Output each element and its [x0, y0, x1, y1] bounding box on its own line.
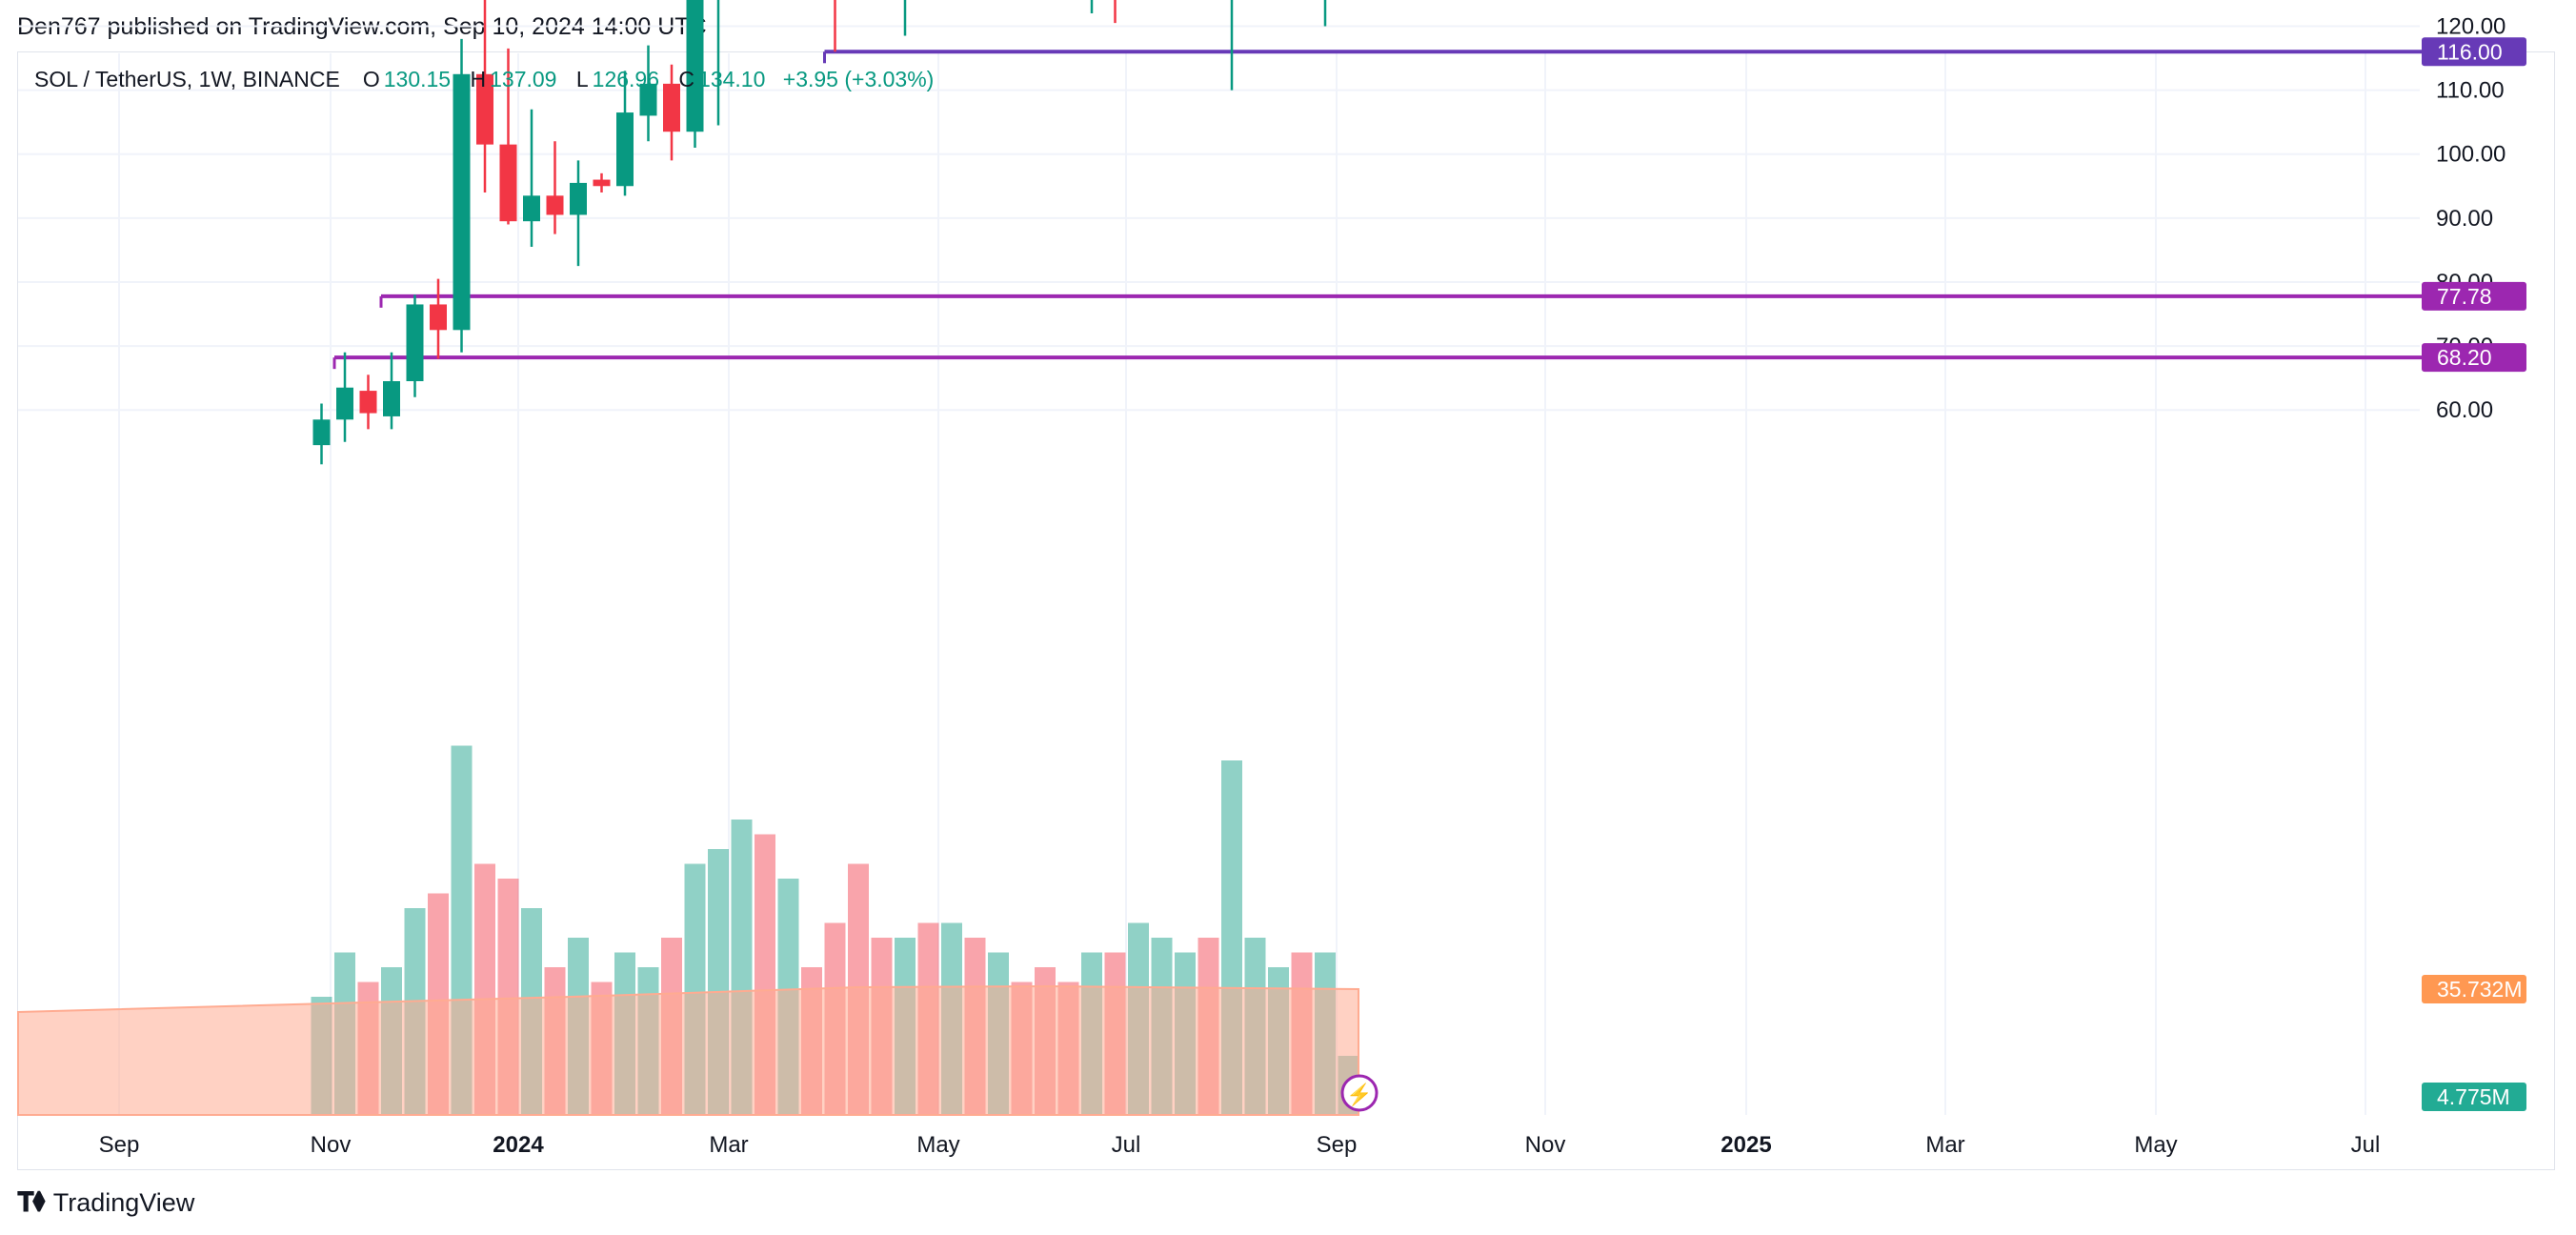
candle-body: [570, 182, 587, 215]
legend-symbol: SOL / TetherUS, 1W, BINANCE: [34, 67, 340, 91]
candle-body: [359, 391, 377, 414]
volume-ma-label: 35.732M: [2437, 977, 2523, 1002]
candle-body: [546, 195, 564, 215]
x-tick-label: Mar: [1925, 1132, 1964, 1158]
x-tick-label: 2025: [1721, 1132, 1771, 1158]
candle-body: [593, 179, 611, 187]
level-label: 116.00: [2437, 39, 2503, 64]
y-tick-label: 110.00: [2436, 78, 2505, 104]
candle-body: [639, 83, 657, 116]
x-tick-label: Nov: [311, 1132, 352, 1158]
level-label: 68.20: [2437, 345, 2492, 370]
x-tick-label: Sep: [99, 1132, 140, 1158]
candle-body: [686, 0, 704, 132]
x-tick-label: May: [916, 1132, 959, 1158]
legend-open-label: O: [362, 67, 380, 91]
candle-body: [499, 144, 517, 222]
candle-body: [616, 112, 634, 187]
candle-body: [406, 304, 424, 382]
candle-body: [476, 73, 493, 145]
chart-legend: SOL / TetherUS, 1W, BINANCE O 130.15 H 137.…: [34, 67, 937, 92]
volume-label-bg: [2422, 1083, 2526, 1111]
y-tick-label: 100.00: [2436, 142, 2506, 168]
candle-body: [453, 73, 471, 331]
candle-body: [312, 419, 331, 446]
x-tick-label: May: [2134, 1132, 2177, 1158]
y-tick-label: 90.00: [2436, 206, 2493, 232]
volume-label: 4.775M: [2437, 1084, 2510, 1109]
y-tick-label: 120.00: [2436, 13, 2506, 39]
legend-high-label: H: [470, 67, 487, 91]
level-label-bg: [2422, 281, 2526, 311]
legend-close: 134.10: [698, 67, 766, 91]
x-tick-label: Sep: [1317, 1132, 1358, 1158]
volume-ma-area: [17, 984, 1359, 1116]
candle-body: [336, 387, 353, 420]
candle-body: [430, 304, 447, 331]
legend-low-label: L: [575, 67, 589, 91]
x-tick-label: Jul: [2351, 1132, 2381, 1158]
level-label-bg: [2422, 37, 2526, 67]
x-tick-label: Mar: [709, 1132, 748, 1158]
legend-change: +3.95 (+3.03%): [782, 67, 935, 91]
legend-high: 137.09: [490, 67, 557, 91]
x-tick-label: 2024: [493, 1132, 544, 1158]
footer-brand[interactable]: TradingView: [52, 1188, 195, 1217]
legend-low: 126.96: [592, 67, 660, 91]
level-label-bg: [2422, 343, 2526, 373]
y-tick-label: 60.00: [2436, 397, 2493, 423]
lightning-icon-glyph: ⚡: [1346, 1083, 1372, 1107]
x-tick-label: Jul: [1112, 1132, 1141, 1158]
level-label: 77.78: [2437, 284, 2492, 309]
volume-ma-label-bg: [2422, 975, 2526, 1003]
candle-body: [523, 195, 540, 222]
x-tick-label: Nov: [1525, 1132, 1566, 1158]
tradingview-logo-icon[interactable]: 𝐓⧫: [17, 1187, 46, 1217]
legend-open: 130.15: [383, 67, 452, 91]
footer: 𝐓⧫ TradingView: [17, 1187, 194, 1219]
candle-body: [663, 83, 680, 132]
candle-body: [383, 381, 400, 416]
lightning-icon: [1340, 1074, 1379, 1112]
legend-close-label: C: [678, 67, 695, 91]
